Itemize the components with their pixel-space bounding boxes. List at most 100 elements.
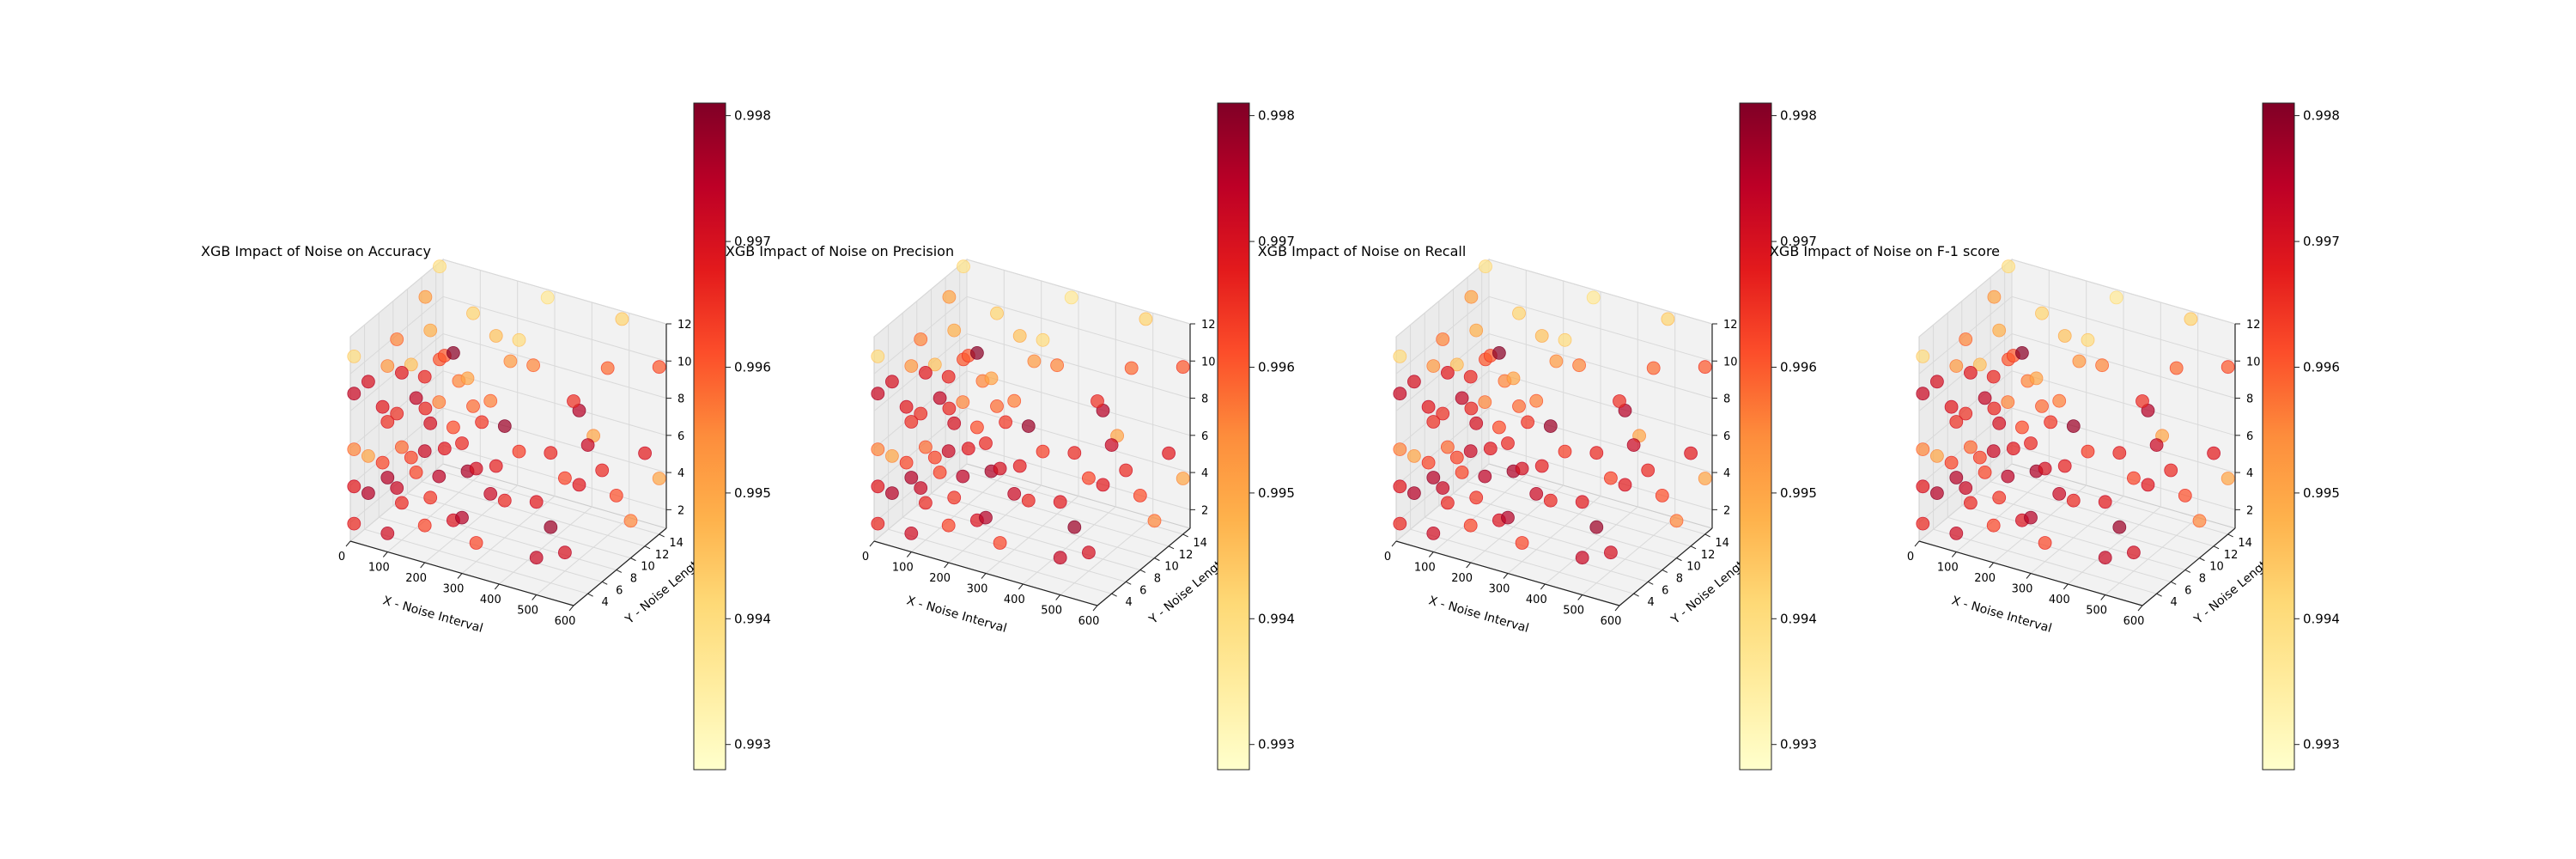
scatter-point [956,469,970,484]
scatter-point [1949,471,1964,484]
scatter-point [558,471,572,485]
x-tick-label: 500 [517,605,538,618]
scatter-point [497,419,512,434]
scatter-point [432,395,447,410]
scatter-point [347,479,361,494]
scatter-point [1036,332,1050,347]
gridline-z [349,332,667,411]
scatter-point [1698,472,1712,485]
y-axis-line [1097,527,1191,606]
scatter-point [347,516,361,531]
x-tick-mark [1614,605,1620,612]
scatter-point [1176,360,1190,375]
gridline-y [378,313,603,582]
scatter-point [1469,416,1484,430]
gridline-z [1918,259,2236,338]
colorbar-tick-label: 0.997 [734,234,771,249]
scatter-point [1549,354,1564,369]
colorbar-tick-label: 0.998 [1780,108,1817,124]
scatter-point [1492,420,1506,435]
scatter-point [1589,446,1604,460]
scatter-point [970,345,984,360]
y-tick-label: 4 [601,596,608,609]
scatter-point [529,495,544,509]
z-tick-label: 2 [1723,504,1730,517]
scatter-point [941,444,956,459]
x-tick-label: 400 [2049,594,2070,606]
x-tick-mark [494,583,500,590]
scatter-point [2207,446,2221,460]
scatter-point [409,391,423,405]
scatter-point [947,416,962,430]
gridline-x [1470,281,1564,564]
scatter-point [1096,478,1110,492]
scatter-point [580,438,595,452]
scatter-point [483,487,498,501]
scatter-point [1469,490,1484,505]
x-axis-label: X - Noise Interval [1950,594,2053,636]
scatter-point [1124,361,1139,375]
scatter-point [1007,393,1022,408]
y-tick-mark [1633,593,1639,597]
y-tick-label: 14 [1193,537,1207,550]
scatter-point [418,289,433,304]
y-tick-mark [2156,593,2162,597]
scatter-point [1393,387,1407,401]
scatter-point [904,415,919,429]
gridline-x [424,281,519,564]
scatter-point [1393,349,1407,363]
x-tick-mark [869,540,875,547]
colorbar-tick-label: 0.994 [1258,611,1295,626]
x-tick-mark [944,562,950,569]
x-tick-mark [457,573,463,579]
scatter-point [418,401,433,416]
colorbar-tick-label: 0.996 [734,360,771,375]
z-tick-label: 4 [677,467,684,480]
gridline-y [1410,325,1634,594]
y-tick-mark [1704,533,1710,538]
y-tick-mark [659,533,665,538]
scatter-point [1963,440,1978,454]
gridline-y [1933,325,2157,594]
scatter-point [417,369,432,384]
x-tick-mark [906,551,912,557]
scatter-point [623,514,638,528]
colorbar-tick-label: 0.995 [1258,485,1295,501]
y-tick-label: 12 [2224,549,2239,562]
scatter-point [1986,444,2001,459]
scatter-point [2038,461,2052,476]
scatter-point [2052,487,2067,501]
scatter-point [1641,463,1656,478]
scatter-point [2057,329,2072,343]
scatter-point [1426,415,1441,429]
scatter-point [999,415,1012,430]
scatter-point [544,520,558,534]
scatter-point [1436,406,1450,421]
scatter-point [2052,393,2067,408]
y-tick-mark [1154,557,1160,562]
scatter-point [1463,369,1478,384]
scatter-point [2098,551,2112,565]
scatter-point [1586,290,1601,305]
x-tick-mark [1092,605,1098,612]
colorbar-tick-label: 0.998 [1258,108,1295,124]
scatter-point [1698,360,1712,375]
x-tick-label: 400 [1004,594,1025,606]
colorbar [1217,102,1250,771]
y-tick-label: 10 [1686,561,1701,574]
scatter-point [1449,450,1464,465]
y-tick-label: 10 [641,561,655,574]
scatter-point [2057,459,2072,473]
colorbar-tick-label: 0.993 [734,737,771,752]
scatter-point [1021,493,1036,508]
gridline-y [1467,277,1692,547]
x-tick-label: 100 [368,562,390,575]
scatter-point [927,450,942,465]
gridline-y [1424,313,1649,582]
x-tick-mark [1989,562,1995,569]
gridline-z [1395,259,1713,338]
z-tick-label: 10 [1723,356,1738,369]
